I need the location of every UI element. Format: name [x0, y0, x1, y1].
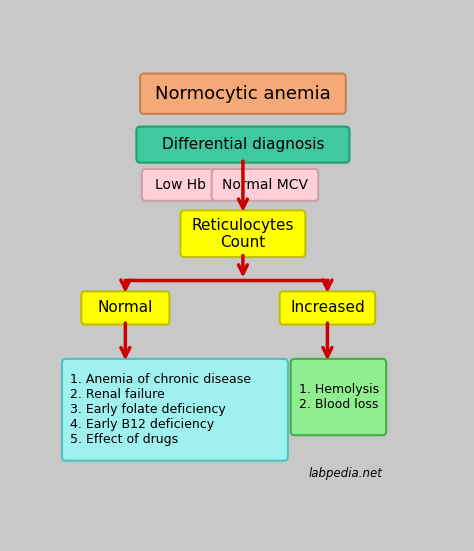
- FancyBboxPatch shape: [137, 127, 349, 163]
- Text: 1. Anemia of chronic disease
2. Renal failure
3. Early folate deficiency
4. Earl: 1. Anemia of chronic disease 2. Renal fa…: [70, 373, 251, 446]
- FancyBboxPatch shape: [140, 73, 346, 114]
- FancyBboxPatch shape: [82, 291, 169, 325]
- Text: labpedia.net: labpedia.net: [309, 467, 383, 480]
- FancyBboxPatch shape: [291, 359, 386, 435]
- Text: Reticulocytes
Count: Reticulocytes Count: [191, 218, 294, 250]
- Text: Increased: Increased: [290, 300, 365, 316]
- FancyBboxPatch shape: [212, 169, 318, 201]
- FancyBboxPatch shape: [62, 359, 288, 461]
- Text: 1. Hemolysis
2. Blood loss: 1. Hemolysis 2. Blood loss: [299, 383, 379, 411]
- Text: Normal: Normal: [98, 300, 153, 316]
- FancyBboxPatch shape: [280, 291, 375, 325]
- Text: Differential diagnosis: Differential diagnosis: [162, 137, 324, 152]
- FancyBboxPatch shape: [181, 210, 305, 257]
- Text: Normocytic anemia: Normocytic anemia: [155, 85, 331, 102]
- Text: Normal MCV: Normal MCV: [222, 178, 308, 192]
- FancyBboxPatch shape: [142, 169, 219, 201]
- Text: Low Hb: Low Hb: [155, 178, 206, 192]
